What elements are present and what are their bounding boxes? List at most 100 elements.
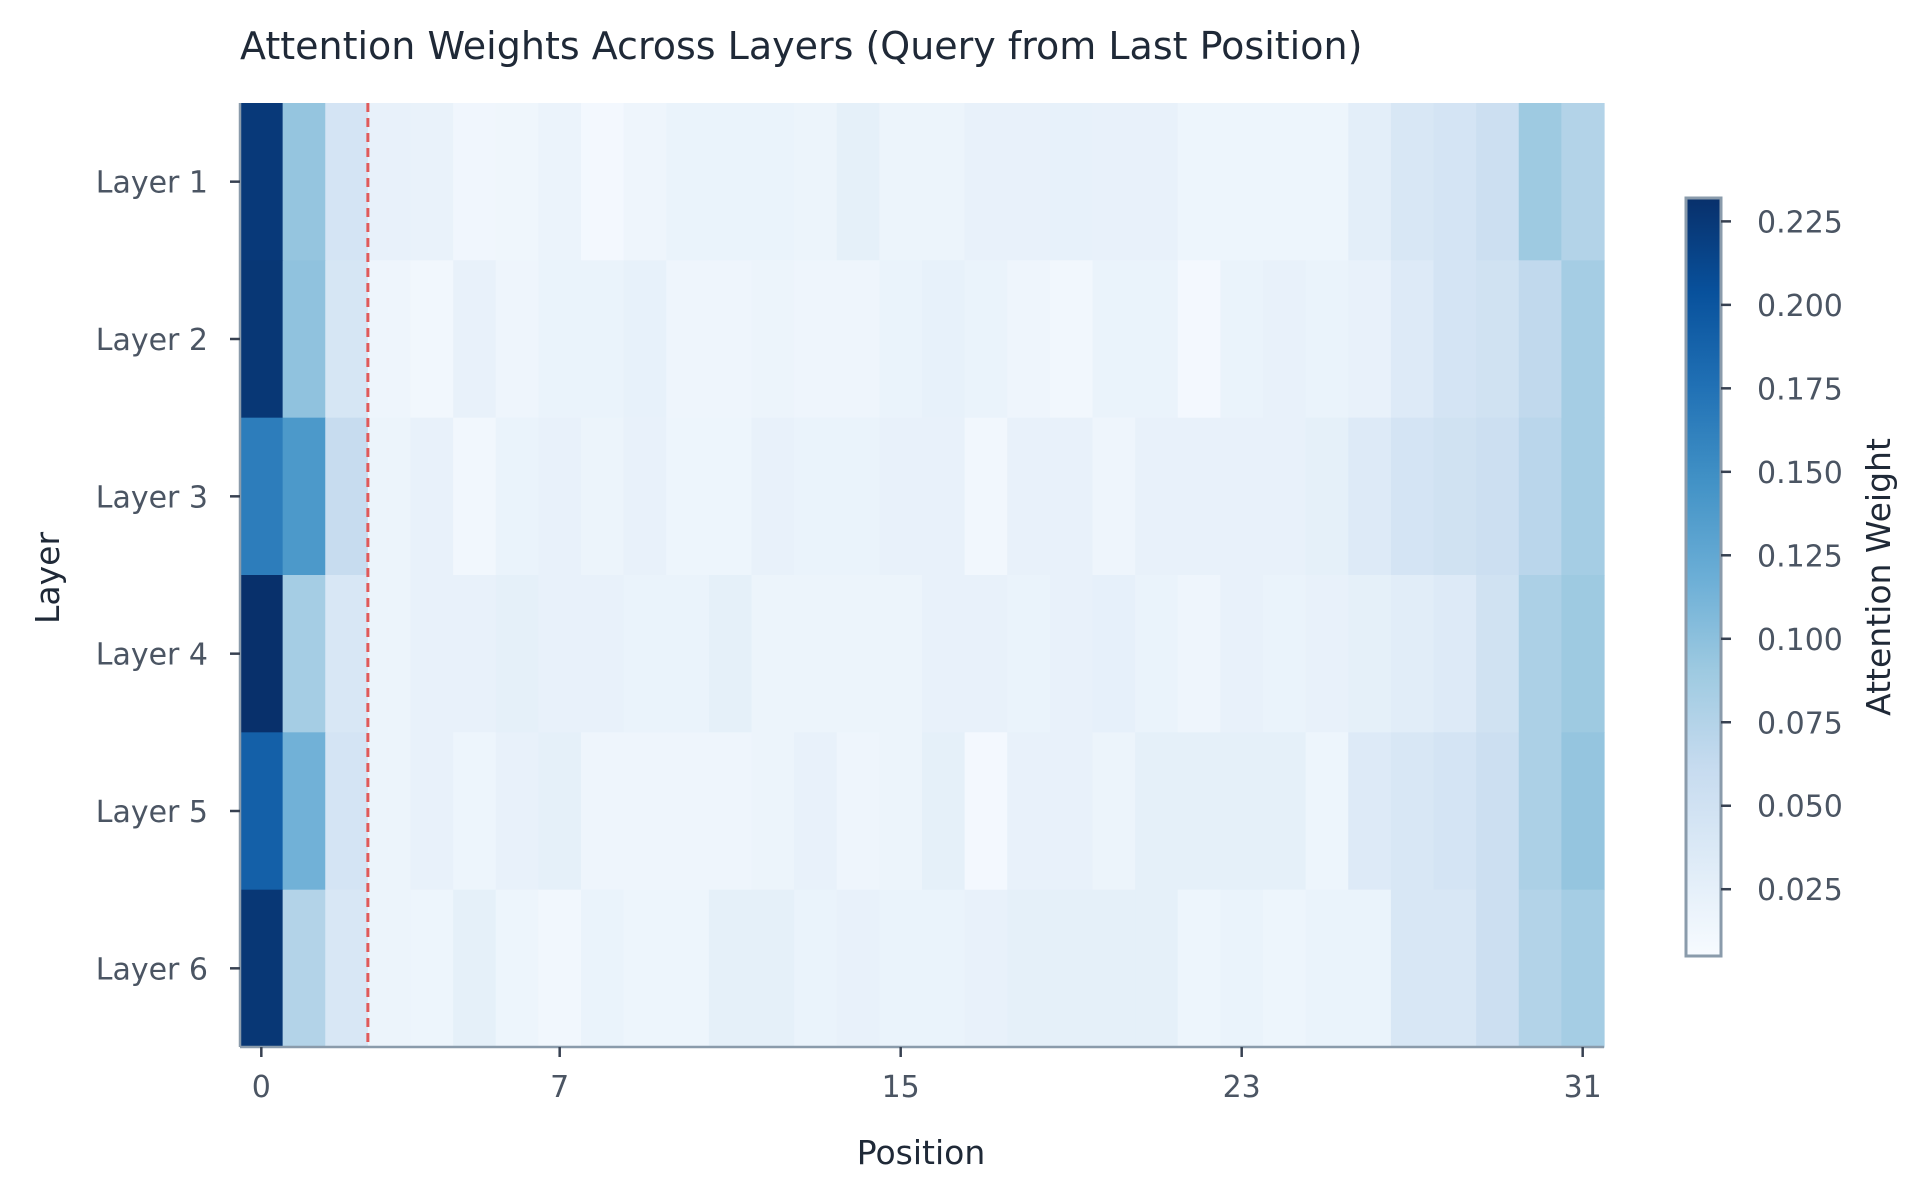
heatmap-cell [538, 732, 582, 891]
heatmap-cell [1348, 103, 1392, 261]
heatmap-cell [410, 889, 454, 1048]
heatmap-cell [282, 575, 326, 733]
heatmap-cell [1561, 417, 1605, 576]
heatmap-cell [1177, 732, 1221, 891]
heatmap-cell [453, 103, 497, 261]
heatmap-cells [240, 103, 1605, 1048]
heatmap-cell [325, 575, 369, 733]
heatmap-cell [794, 417, 838, 576]
colorbar-tick-label: 0.100 [1757, 623, 1843, 658]
heatmap-cell [1433, 103, 1477, 261]
heatmap-cell [666, 889, 710, 1048]
heatmap-cell [1518, 103, 1562, 261]
heatmap-cell [1049, 417, 1094, 576]
heatmap-cell [410, 417, 454, 576]
heatmap-cell [240, 732, 284, 891]
heatmap-cell [1305, 103, 1349, 261]
heatmap-cell [1263, 103, 1307, 261]
heatmap-cell [325, 889, 369, 1048]
heatmap-cell [623, 260, 667, 419]
heatmap-cell [1049, 732, 1094, 891]
colorbar-tick-label: 0.200 [1757, 289, 1843, 324]
colorbar-tick-label: 0.125 [1757, 539, 1843, 574]
heatmap-cell [1390, 575, 1435, 733]
heatmap-cell [1390, 417, 1435, 576]
heatmap-cell [410, 260, 454, 419]
heatmap-cell [1220, 575, 1264, 733]
heatmap-cell [964, 889, 1008, 1048]
heatmap-cell [581, 260, 625, 419]
heatmap-cell [623, 417, 667, 576]
heatmap-cell [410, 575, 454, 733]
heatmap-cell [666, 732, 710, 891]
heatmap-cell [1518, 575, 1562, 733]
heatmap-cell [538, 260, 582, 419]
heatmap-cell [964, 575, 1008, 733]
heatmap-cell [1433, 732, 1477, 891]
heatmap-cell [1135, 575, 1179, 733]
heatmap-cell [410, 103, 454, 261]
heatmap-cell [1476, 732, 1520, 891]
heatmap-cell [1390, 889, 1435, 1048]
heatmap-cell [495, 732, 539, 891]
heatmap-cell [1518, 260, 1562, 419]
heatmap-cell [1177, 260, 1221, 419]
colorbar-tick-label: 0.175 [1757, 372, 1843, 407]
heatmap-cell [1049, 889, 1094, 1048]
heatmap-cell [1433, 260, 1477, 419]
heatmap-cell [794, 575, 838, 733]
heatmap-cell [581, 732, 625, 891]
heatmap-cell [708, 732, 753, 891]
heatmap-cell [1007, 417, 1051, 576]
y-tick-label: Layer 1 [96, 166, 208, 201]
heatmap-cell [325, 417, 369, 576]
heatmap-cell [367, 103, 412, 261]
heatmap-cell [1049, 260, 1094, 419]
chart-title: Attention Weights Across Layers (Query f… [240, 24, 1362, 68]
heatmap-cell [581, 575, 625, 733]
heatmap-cell [1263, 732, 1307, 891]
heatmap-cell [751, 417, 795, 576]
heatmap-cell [751, 575, 795, 733]
y-axis-label: Layer [28, 532, 67, 624]
heatmap-cell [922, 575, 966, 733]
heatmap-cell [1348, 575, 1392, 733]
heatmap-cell [581, 417, 625, 576]
heatmap-cell [879, 732, 923, 891]
heatmap-cell [1263, 260, 1307, 419]
y-tick-label: Layer 6 [96, 952, 208, 987]
heatmap-cell [1135, 732, 1179, 891]
heatmap-cell [1263, 575, 1307, 733]
heatmap-cell [1518, 889, 1562, 1048]
heatmap-cell [1135, 260, 1179, 419]
heatmap-cell [282, 103, 326, 261]
colorbar-tick-label: 0.150 [1757, 456, 1843, 491]
heatmap-cell [1263, 417, 1307, 576]
heatmap-cell [708, 575, 753, 733]
heatmap-cell [666, 260, 710, 419]
heatmap-cell [1561, 260, 1605, 419]
heatmap-cell [879, 575, 923, 733]
heatmap-cell [964, 103, 1008, 261]
heatmap-cell [751, 889, 795, 1048]
heatmap-cell [453, 575, 497, 733]
heatmap-cell [1348, 732, 1392, 891]
heatmap-cell [922, 260, 966, 419]
heatmap-cell [1007, 260, 1051, 419]
heatmap-cell [708, 417, 753, 576]
heatmap-cell [708, 103, 753, 261]
heatmap-cell [240, 417, 284, 576]
y-axis-ticks: Layer 1 Layer 2 Layer 3 Layer 4 Layer 5 Layer… [96, 166, 240, 987]
heatmap-cell [794, 889, 838, 1048]
x-tick-label: 0 [252, 1070, 271, 1105]
heatmap-cell [240, 575, 284, 733]
heatmap-axes [238, 103, 1604, 1049]
heatmap-cell [1390, 103, 1435, 261]
heatmap-cell [879, 103, 923, 261]
heatmap-cell [1220, 732, 1264, 891]
heatmap-cell [1092, 575, 1136, 733]
heatmap-cell [879, 889, 923, 1048]
heatmap-cell [325, 103, 369, 261]
heatmap-cell [1390, 260, 1435, 419]
